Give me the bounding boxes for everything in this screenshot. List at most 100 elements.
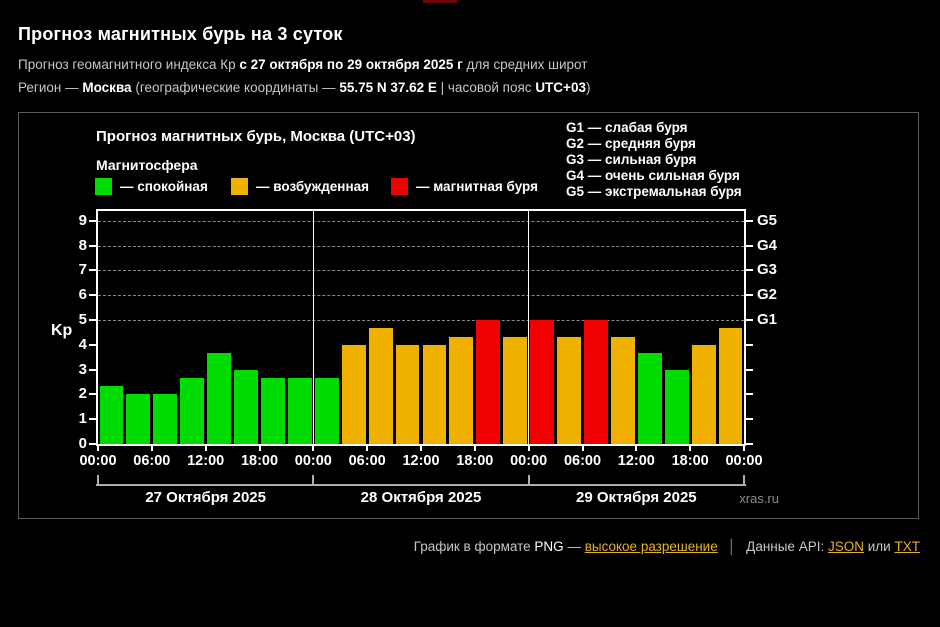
storm-scale-line: G2 — средняя буря bbox=[566, 136, 696, 151]
y-tick-mark bbox=[89, 319, 96, 322]
chart-panel: Прогноз магнитных бурь, Москва (UTC+03) … bbox=[18, 112, 919, 519]
x-tick-mark bbox=[366, 446, 369, 451]
y-tick-mark bbox=[89, 443, 96, 445]
legend-label: — магнитная буря bbox=[416, 179, 538, 195]
chart-title: Прогноз магнитных бурь, Москва (UTC+03) bbox=[96, 128, 416, 145]
x-tick-label: 06:00 bbox=[348, 453, 386, 469]
watermark: xras.ru bbox=[739, 491, 779, 506]
legend-label: — возбужденная bbox=[256, 179, 369, 195]
day-bracket-tick bbox=[312, 475, 315, 484]
legend-item-storm: — магнитная буря bbox=[391, 178, 538, 196]
json-link[interactable]: JSON bbox=[827, 539, 864, 554]
x-tick-label: 00:00 bbox=[725, 453, 763, 469]
x-tick-mark bbox=[204, 446, 207, 451]
x-tick-label: 06:00 bbox=[563, 453, 602, 469]
legend-item-excited: — возбужденная bbox=[231, 178, 369, 196]
kp-bar bbox=[718, 328, 743, 444]
x-tick-mark bbox=[743, 446, 745, 451]
gridline-kp5 bbox=[98, 320, 744, 322]
region-timezone: UTC+03 bbox=[535, 80, 586, 95]
kp-bar bbox=[637, 353, 662, 444]
y-tick-label: 2 bbox=[78, 385, 87, 403]
y-tick-label: 1 bbox=[78, 410, 87, 428]
or-label: или bbox=[867, 539, 891, 554]
y-tick-label: 8 bbox=[78, 236, 87, 254]
gridline-kp6 bbox=[98, 295, 744, 297]
storm-scale-line: G3 — сильная буря bbox=[566, 152, 697, 167]
kp-bar bbox=[126, 394, 151, 444]
x-tick-label: 12:00 bbox=[187, 453, 225, 469]
right-tick-mark bbox=[746, 319, 753, 322]
kp-bar bbox=[234, 369, 258, 444]
x-tick-mark bbox=[581, 446, 584, 451]
right-tick-mark bbox=[746, 418, 753, 421]
y-tick-mark bbox=[89, 418, 96, 421]
y-tick-mark bbox=[89, 294, 96, 297]
day-bracket-line bbox=[96, 484, 746, 486]
kp-bar bbox=[610, 336, 635, 444]
y-tick-label: 0 bbox=[78, 435, 87, 452]
x-tick-mark bbox=[150, 446, 153, 451]
g-level-label-g4: G4 bbox=[757, 236, 778, 254]
kp-bar bbox=[341, 344, 366, 444]
kp-bar bbox=[314, 377, 339, 444]
x-tick-mark bbox=[473, 446, 476, 451]
right-tick-mark bbox=[746, 343, 753, 346]
dash: — bbox=[567, 539, 581, 554]
kp-bar bbox=[557, 336, 581, 444]
y-tick-mark bbox=[89, 343, 96, 346]
right-tick-mark bbox=[746, 219, 753, 222]
region-name: Москва bbox=[82, 80, 132, 95]
y-tick-mark bbox=[89, 269, 96, 272]
g-level-label-g2: G2 bbox=[757, 286, 778, 304]
x-tick-label: 00:00 bbox=[510, 453, 548, 469]
y-axis-title: Kp bbox=[51, 322, 73, 340]
right-tick-mark bbox=[746, 368, 753, 371]
day-bracket-tick bbox=[97, 475, 99, 484]
x-tick-label: 18:00 bbox=[671, 453, 709, 469]
png-format-label: График в формате bbox=[413, 539, 531, 554]
region-mid2: | часовой пояс bbox=[436, 80, 536, 95]
x-tick-mark bbox=[689, 446, 692, 451]
day-divider bbox=[528, 211, 530, 444]
storm-scale-line: G1 — слабая буря bbox=[566, 120, 688, 135]
subtitle-suffix: для средних широт bbox=[462, 57, 588, 72]
storm-scale-line: G5 — экстремальная буря bbox=[566, 184, 742, 199]
kp-bar bbox=[476, 320, 501, 444]
txt-link[interactable]: TXT bbox=[894, 539, 921, 554]
x-tick-label: 00:00 bbox=[79, 453, 117, 469]
kp-bar bbox=[368, 328, 393, 444]
storm-scale-legend: G1 — слабая буря G2 — средняя буря G3 — си… bbox=[566, 120, 742, 200]
date-label: 27 Октября 2025 bbox=[145, 489, 266, 506]
kp-bar bbox=[395, 344, 420, 444]
gridline-kp7 bbox=[98, 270, 744, 272]
quiet-color-swatch-icon bbox=[95, 178, 112, 196]
g-level-label-g1: G1 bbox=[757, 311, 778, 329]
y-tick-mark bbox=[89, 368, 96, 371]
kp-bar bbox=[207, 353, 232, 444]
region-prefix: Регион — bbox=[18, 80, 83, 95]
storm-color-swatch-icon bbox=[391, 178, 408, 196]
storm-scale-line: G4 — очень сильная буря bbox=[566, 168, 740, 183]
kp-bar bbox=[664, 369, 689, 444]
plot-area bbox=[96, 209, 746, 446]
x-tick-label: 12:00 bbox=[402, 453, 440, 469]
kp-bar bbox=[422, 344, 447, 444]
x-tick-mark bbox=[527, 446, 530, 451]
kp-bar bbox=[503, 336, 528, 444]
y-tick-label: 9 bbox=[78, 211, 87, 229]
x-tick-label: 06:00 bbox=[133, 453, 171, 469]
high-resolution-link[interactable]: высокое разрешение bbox=[584, 539, 718, 554]
region-coords: 55.75 N 37.62 E bbox=[339, 80, 437, 95]
kp-bar bbox=[287, 377, 312, 444]
top-banner-fragment bbox=[423, 0, 457, 3]
y-tick-mark bbox=[89, 219, 96, 222]
y-tick-label: 3 bbox=[78, 360, 87, 378]
kp-bar bbox=[261, 377, 285, 444]
y-tick-label: 4 bbox=[78, 335, 87, 353]
x-tick-label: 12:00 bbox=[617, 453, 655, 469]
x-tick-mark bbox=[258, 446, 261, 451]
x-tick-mark bbox=[635, 446, 638, 451]
gridline-kp9 bbox=[98, 220, 744, 222]
